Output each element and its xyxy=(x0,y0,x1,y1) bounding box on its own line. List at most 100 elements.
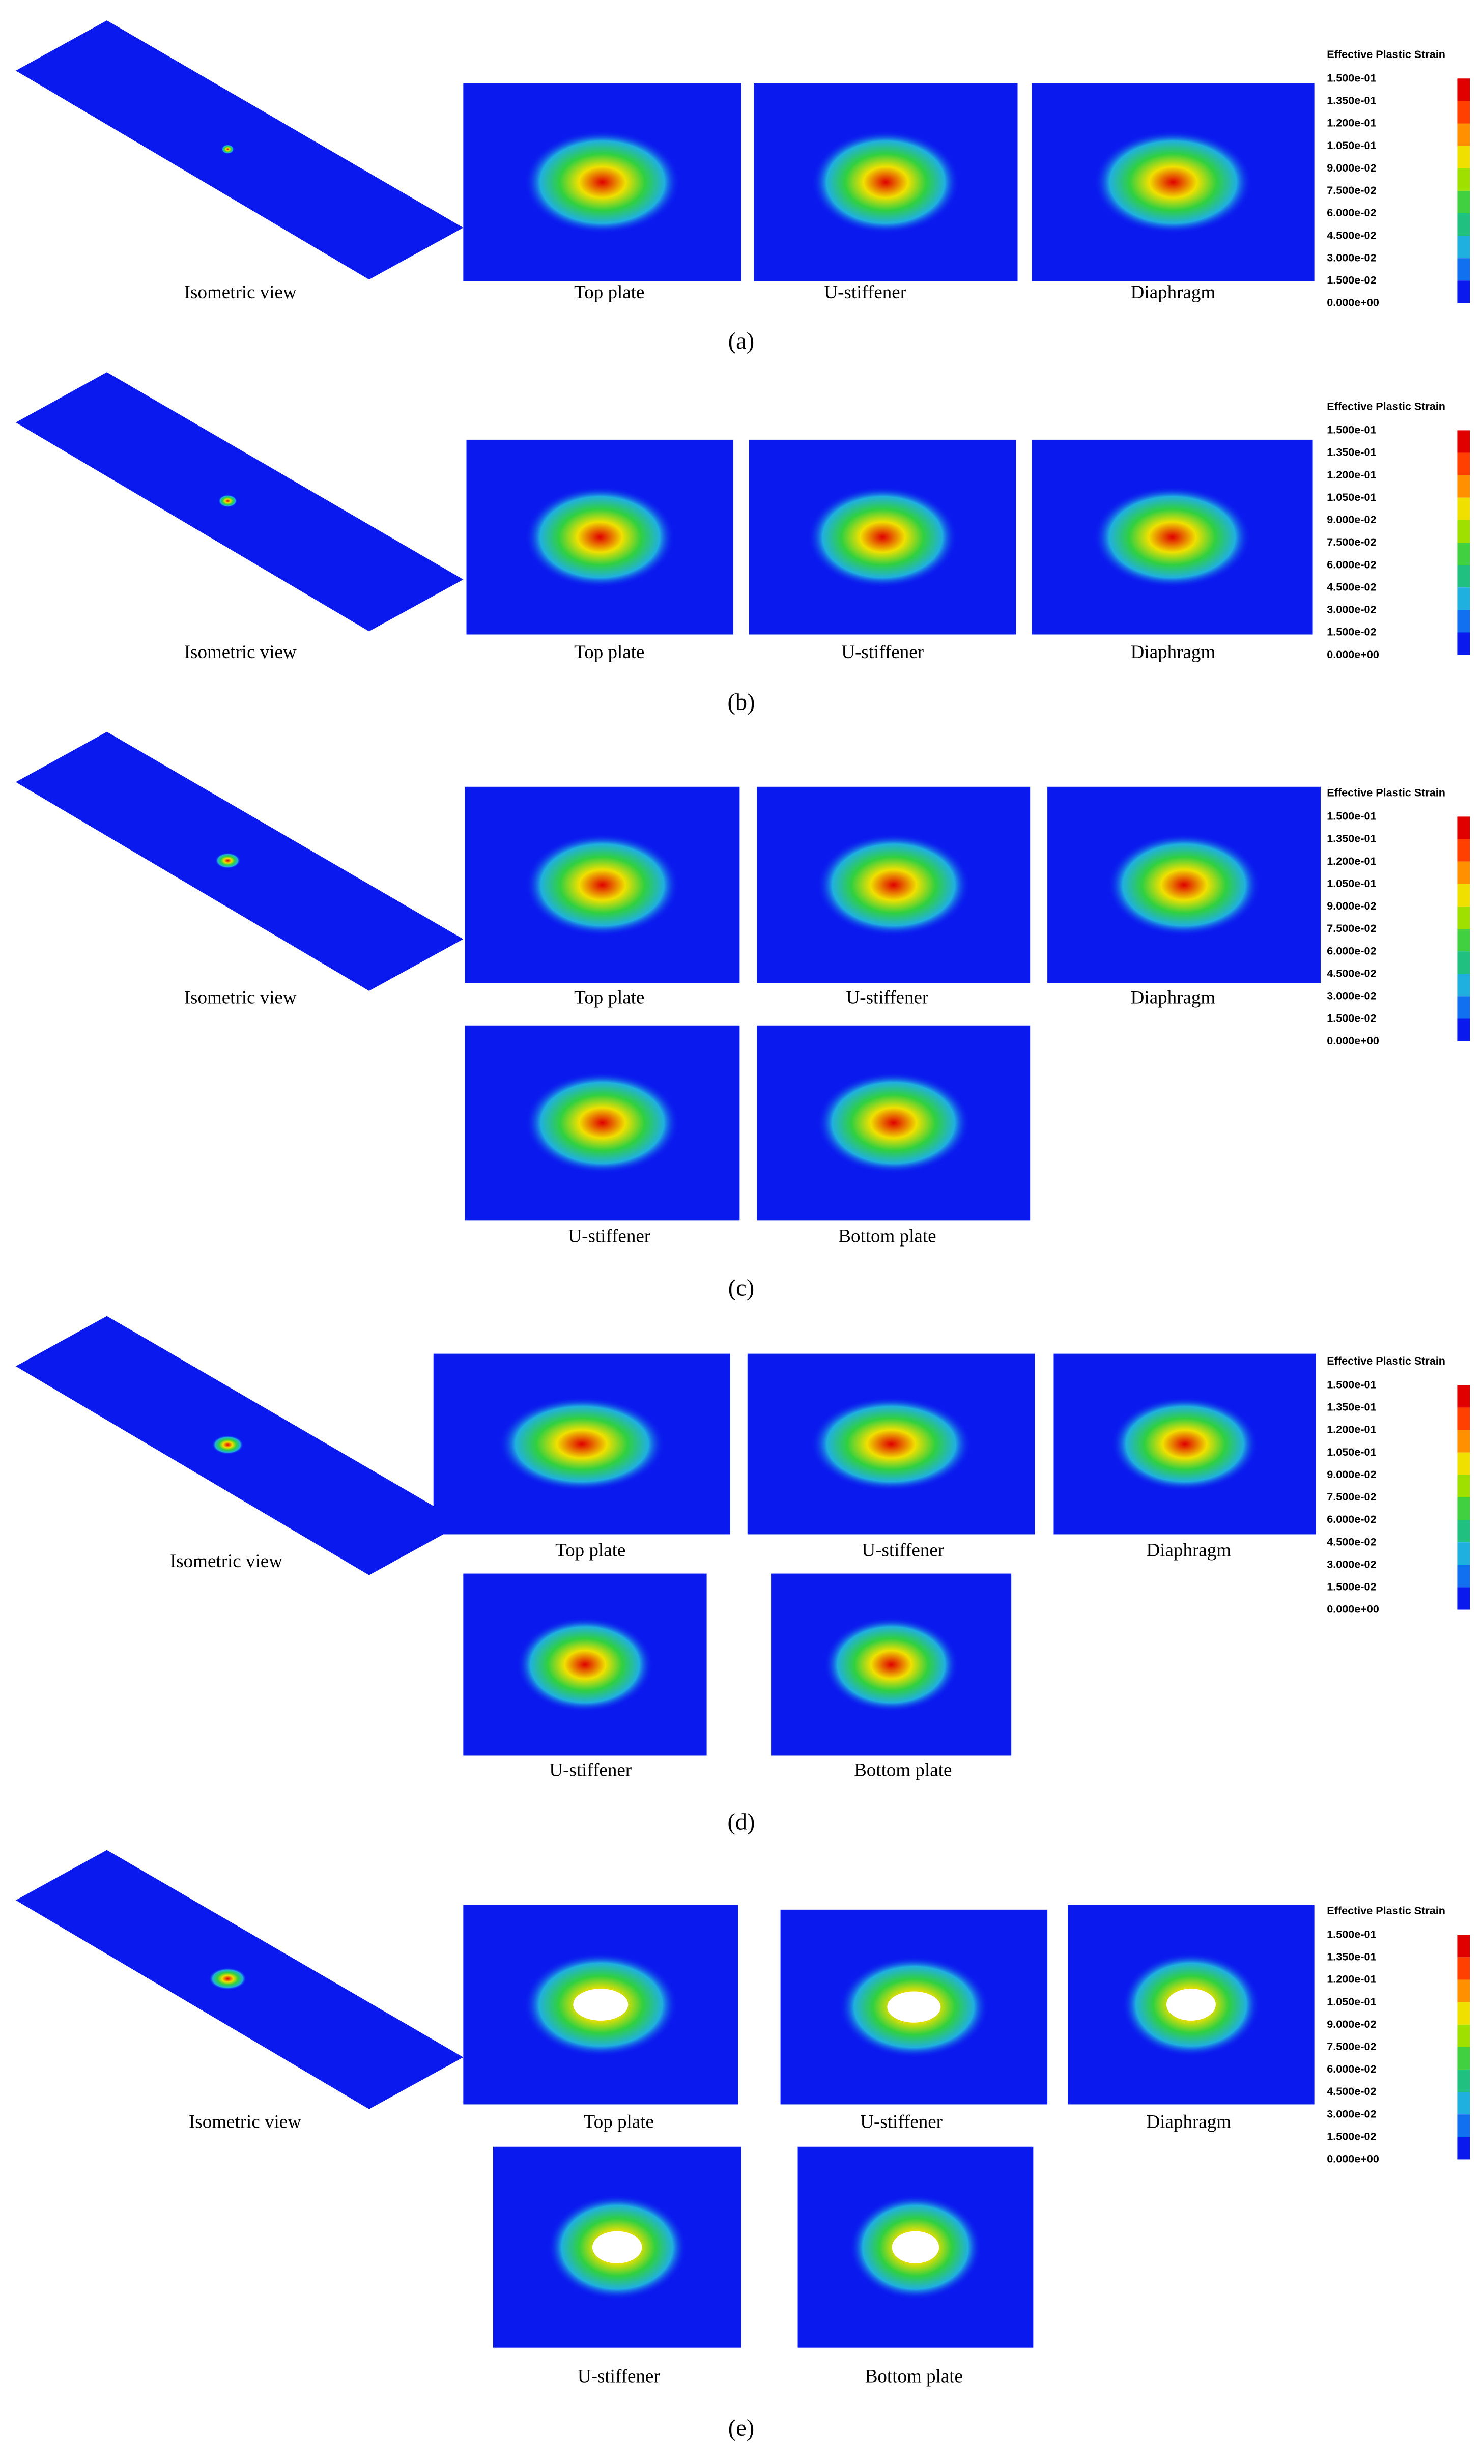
colorbar-segment xyxy=(1457,1520,1470,1543)
panel-letter: (e) xyxy=(728,2415,754,2441)
colorbar-segment xyxy=(1457,2092,1470,2115)
legend-label: 1.500e-01 xyxy=(1327,423,1376,436)
view-label: Top plate xyxy=(584,2112,654,2133)
damage-zone xyxy=(1111,1397,1259,1491)
colorbar-segment xyxy=(1457,1475,1470,1497)
legend-label: 9.000e-02 xyxy=(1327,2018,1376,2030)
colorbar-segment xyxy=(1457,78,1470,101)
view-label: U-stiffener xyxy=(578,2366,660,2387)
legend-label: 1.050e-01 xyxy=(1327,877,1376,890)
damage-zone xyxy=(524,130,680,234)
legend-label: 1.350e-01 xyxy=(1327,1401,1376,1413)
legend-label: 4.500e-02 xyxy=(1327,229,1376,241)
legend-label: 7.500e-02 xyxy=(1327,922,1376,934)
perforation xyxy=(592,2231,642,2263)
view-label: Diaphragm xyxy=(1147,2112,1232,2133)
damage-spot xyxy=(221,144,234,154)
perforation xyxy=(887,1991,941,2023)
damage-zone xyxy=(499,1397,665,1491)
view-label: Isometric view xyxy=(170,1551,282,1572)
damage-zone xyxy=(817,834,971,936)
legend-label: 9.000e-02 xyxy=(1327,513,1376,526)
view-label: U-stiffener xyxy=(549,1760,632,1781)
panel-letter: (c) xyxy=(728,1275,754,1301)
legend-label: 0.000e+00 xyxy=(1327,1603,1379,1616)
colorbar-segment xyxy=(1457,816,1470,839)
legend-label: 1.500e-01 xyxy=(1327,810,1376,823)
colorbar-segment xyxy=(1457,974,1470,997)
view-label: U-stiffener xyxy=(568,1226,650,1247)
legend-label: 1.200e-01 xyxy=(1327,855,1376,867)
legend-label: 3.000e-02 xyxy=(1327,1557,1376,1570)
colorbar-segment xyxy=(1457,1407,1470,1430)
damage-zone xyxy=(812,130,960,234)
legend-label: 1.350e-01 xyxy=(1327,446,1376,459)
view-label: Bottom plate xyxy=(838,1226,936,1247)
colorbar-segment xyxy=(1457,543,1470,565)
panel-letter: (d) xyxy=(727,1809,755,1835)
colorbar-segment xyxy=(1457,475,1470,498)
damage-spot xyxy=(209,1968,247,1990)
view-label: Bottom plate xyxy=(865,2366,963,2387)
colorbar-segment xyxy=(1457,497,1470,520)
colorbar-segment xyxy=(1457,884,1470,907)
legend-label: 0.000e+00 xyxy=(1327,296,1379,309)
colorbar-segment xyxy=(1457,587,1470,610)
legend-label: 4.500e-02 xyxy=(1327,967,1376,979)
colorbar-segment xyxy=(1457,2024,1470,2047)
colorbar-segment xyxy=(1457,1018,1470,1041)
colorbar-segment xyxy=(1457,2002,1470,2025)
view-label: Diaphragm xyxy=(1131,987,1216,1008)
colorbar-segment xyxy=(1457,258,1470,281)
view-label: U-stiffener xyxy=(862,1540,944,1561)
legend-label: 6.000e-02 xyxy=(1327,1513,1376,1525)
view-label: Top plate xyxy=(555,1540,625,1561)
damage-zone xyxy=(823,1617,959,1712)
view-label: Diaphragm xyxy=(1131,642,1216,663)
legend-label: 0.000e+00 xyxy=(1327,648,1379,661)
legend-label: 9.000e-02 xyxy=(1327,1468,1376,1481)
view-label: Top plate xyxy=(574,642,644,663)
damage-spot xyxy=(212,1435,244,1455)
legend-label: 6.000e-02 xyxy=(1327,944,1376,957)
damage-zone xyxy=(525,834,679,936)
view-label: Isometric view xyxy=(184,642,297,663)
perforation xyxy=(1166,1989,1216,2021)
legend-label: 1.200e-01 xyxy=(1327,117,1376,129)
legend-label: 7.500e-02 xyxy=(1327,184,1376,196)
colorbar-segment xyxy=(1457,236,1470,259)
colorbar-segment xyxy=(1457,430,1470,453)
view-label: Bottom plate xyxy=(854,1760,952,1781)
legend-label: 1.500e-02 xyxy=(1327,274,1376,287)
colorbar-segment xyxy=(1457,839,1470,862)
damage-zone xyxy=(811,1397,972,1491)
damage-spot xyxy=(215,853,241,869)
colorbar-segment xyxy=(1457,1565,1470,1588)
legend-label: 1.500e-02 xyxy=(1327,626,1376,638)
legend-label: 1.200e-01 xyxy=(1327,1423,1376,1436)
legend-label: 4.500e-02 xyxy=(1327,1535,1376,1548)
colorbar-segment xyxy=(1457,1542,1470,1565)
colorbar-segment xyxy=(1457,123,1470,146)
colorbar-segment xyxy=(1457,565,1470,588)
legend-label: 1.050e-01 xyxy=(1327,491,1376,503)
legend-title: Effective Plastic Strain xyxy=(1327,786,1445,799)
damage-zone xyxy=(1107,834,1261,936)
colorbar-segment xyxy=(1457,861,1470,884)
view-label: U-stiffener xyxy=(860,2112,943,2133)
view-label: U-stiffener xyxy=(846,987,929,1008)
colorbar-segment xyxy=(1457,1587,1470,1610)
legend-label: 1.350e-01 xyxy=(1327,1950,1376,1963)
legend-label: 6.000e-02 xyxy=(1327,558,1376,571)
legend-label: 3.000e-02 xyxy=(1327,989,1376,1002)
legend-label: 1.050e-01 xyxy=(1327,1995,1376,2008)
view-label: Diaphragm xyxy=(1147,1540,1232,1561)
legend-label: 7.500e-02 xyxy=(1327,535,1376,548)
damage-zone xyxy=(1093,486,1251,588)
colorbar-segment xyxy=(1457,452,1470,475)
isometric-model xyxy=(16,20,464,280)
colorbar-segment xyxy=(1457,1979,1470,2002)
colorbar-segment xyxy=(1457,1452,1470,1475)
view-label: Isometric view xyxy=(184,987,297,1008)
colorbar-segment xyxy=(1457,168,1470,191)
